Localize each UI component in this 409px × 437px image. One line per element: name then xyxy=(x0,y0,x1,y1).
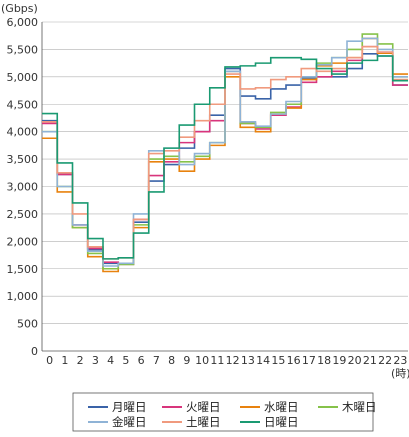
series-lines xyxy=(42,33,408,273)
legend-box xyxy=(72,392,374,432)
series-line-6 xyxy=(42,55,408,260)
x-tick-label: 17 xyxy=(302,354,316,367)
x-tick-label: 13 xyxy=(241,354,255,367)
x-tick-label: 1 xyxy=(61,354,68,367)
y-axis-tick-labels: 0 500 1,000 1,500 2,000 2,500 3,000 3,500 4,000 4… xyxy=(7,16,39,358)
legend-label-6: 日曜日 xyxy=(264,415,299,429)
x-tick-label: 7 xyxy=(153,354,160,367)
x-tick-label: 15 xyxy=(271,354,285,367)
y-tick-label: 4,000 xyxy=(7,126,39,139)
y-tick-label: 500 xyxy=(17,318,38,331)
x-tick-label: 10 xyxy=(195,354,209,367)
y-tick-label: 1,000 xyxy=(7,290,39,303)
x-tick-label: 20 xyxy=(348,354,362,367)
x-tick-label: 0 xyxy=(46,354,53,367)
x-tick-label: 14 xyxy=(256,354,270,367)
y-tick-label: 2,500 xyxy=(7,208,39,221)
x-tick-label: 12 xyxy=(226,354,240,367)
x-tick-label: 22 xyxy=(378,354,392,367)
y-tick-label: 5,500 xyxy=(7,43,39,56)
y-tick-label: 4,500 xyxy=(7,98,39,111)
x-tick-label: 6 xyxy=(138,354,145,367)
y-tick-label: 2,000 xyxy=(7,235,39,248)
legend-label-5: 土曜日 xyxy=(186,415,221,429)
y-tick-label: 3,500 xyxy=(7,153,39,166)
x-tick-label: 23 xyxy=(393,354,407,367)
x-tick-label: 21 xyxy=(363,354,377,367)
y-tick-label: 6,000 xyxy=(7,16,39,29)
x-tick-label: 8 xyxy=(168,354,175,367)
x-tick-label: 11 xyxy=(210,354,224,367)
x-tick-label: 2 xyxy=(77,354,84,367)
x-tick-label: 18 xyxy=(317,354,331,367)
series-line-4 xyxy=(42,37,408,267)
legend-label-3: 木曜日 xyxy=(342,400,377,414)
x-axis-unit-label: (時) xyxy=(391,367,409,380)
legend-label-1: 火曜日 xyxy=(186,400,221,414)
legend-label-2: 水曜日 xyxy=(264,400,299,414)
y-tick-label: 0 xyxy=(31,345,38,358)
axes xyxy=(41,22,408,352)
x-tick-label: 4 xyxy=(107,354,114,367)
y-axis-unit-label: (Gbps) xyxy=(1,2,38,15)
x-tick-label: 16 xyxy=(287,354,301,367)
y-tick-label: 1,500 xyxy=(7,263,39,276)
x-tick-label: 3 xyxy=(92,354,99,367)
y-tick-label: 3,000 xyxy=(7,181,39,194)
y-tick-label: 5,000 xyxy=(7,71,39,84)
legend-label-4: 金曜日 xyxy=(112,415,147,429)
x-axis-tick-labels: 0 1 2 3 4 5 6 7 8 9 10 11 12 13 14 15 16 17 18 19 20 21 22 23 xyxy=(46,354,407,367)
x-tick-label: 9 xyxy=(183,354,190,367)
legend-label-0: 月曜日 xyxy=(112,400,147,414)
x-tick-label: 19 xyxy=(332,354,346,367)
x-tick-label: 5 xyxy=(122,354,129,367)
